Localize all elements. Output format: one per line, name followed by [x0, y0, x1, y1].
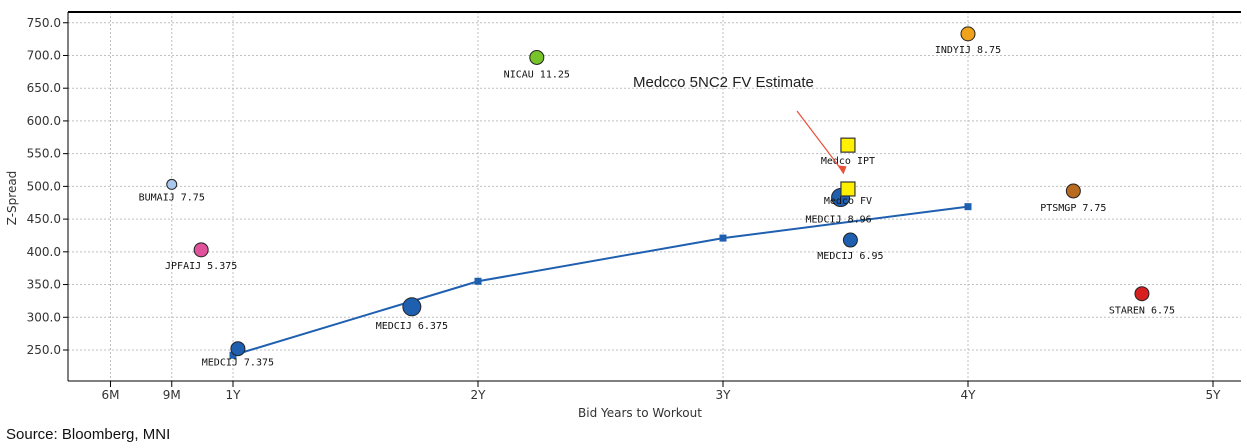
point-jpfaij-5-375 [193, 242, 209, 258]
point-medco-fv [840, 181, 856, 197]
y-tick-label: 250.0 [27, 343, 61, 357]
point-medcij-6-375 [402, 297, 422, 317]
curve-line [232, 205, 969, 357]
curve [229, 203, 972, 359]
point-nicau-11-25 [529, 49, 545, 65]
x-axis-label: Bid Years to Workout [578, 406, 702, 420]
point-label-staren-6-75: STAREN 6.75 [1109, 306, 1175, 317]
y-tick-label: 450.0 [27, 212, 61, 226]
y-tick-label: 750.0 [27, 16, 61, 30]
y-tick-label: 650.0 [27, 81, 61, 95]
annotation-arrow [796, 110, 844, 173]
curve-marker [229, 351, 237, 359]
y-tick-label: 550.0 [27, 147, 61, 161]
point-label-medcij-8-96: MEDCIJ 8.96 [805, 215, 871, 226]
y-axis-label: Z-Spread [5, 171, 19, 226]
x-tick-label: 3Y [716, 388, 732, 402]
x-tick-label: 1Y [226, 388, 242, 402]
point-medcij-7-375 [230, 341, 246, 357]
y-tick-label: 300.0 [27, 310, 61, 324]
y-tick-label: 500.0 [27, 179, 61, 193]
x-tick-label: 6M [102, 388, 120, 402]
point-bumaij-7-75 [166, 178, 178, 190]
point-indyij-8-75 [960, 26, 976, 42]
point-label-medcij-6-95: MEDCIJ 6.95 [817, 251, 883, 262]
point-label-medcij-6-375: MEDCIJ 6.375 [376, 321, 448, 332]
x-tick-label: 9M [163, 388, 181, 402]
point-label-nicau-11-25: NICAU 11.25 [504, 69, 570, 80]
annotation-text: Medcco 5NC2 FV Estimate [633, 74, 814, 91]
point-medco-ipt [840, 137, 856, 153]
axes: 250.0 300.0 350.0 400.0 450.0 500.0 550.0 600.0… [27, 11, 1241, 402]
point-label-medco-fv: Medco FV [824, 196, 872, 207]
point-label-bumaij-7-75: BUMAIJ 7.75 [139, 192, 205, 203]
y-tick-label: 700.0 [27, 48, 61, 62]
point-label-jpfaij-5-375: JPFAIJ 5.375 [165, 261, 237, 272]
point-label-medco-ipt: Medco IPT [821, 156, 875, 167]
y-tick-label: 350.0 [27, 278, 61, 292]
points: BUMAIJ 7.75 JPFAIJ 5.375 MEDCIJ 7.375 MEDCI… [139, 26, 1175, 369]
x-tick-label: 2Y [471, 388, 487, 402]
curve-marker [719, 234, 727, 242]
y-tick-label: 400.0 [27, 245, 61, 259]
grid [68, 12, 1241, 381]
point-medcij-6-95 [842, 232, 858, 248]
x-tick-label: 4Y [961, 388, 977, 402]
source-note: Source: Bloomberg, MNI [6, 426, 171, 443]
annotation-arrowhead [837, 165, 847, 175]
point-ptsmgp-7-75 [1065, 183, 1081, 199]
curve-marker [474, 277, 482, 285]
x-tick-label: 5Y [1206, 388, 1222, 402]
curve-marker [964, 203, 972, 211]
annotation-group: Medcco 5NC2 FV Estimate [633, 74, 847, 175]
point-staren-6-75 [1134, 286, 1150, 302]
point-label-indyij-8-75: INDYIJ 8.75 [935, 45, 1001, 56]
y-tick-label: 600.0 [27, 114, 61, 128]
point-label-medcij-7-375: MEDCIJ 7.375 [202, 358, 274, 369]
point-label-ptsmgp-7-75: PTSMGP 7.75 [1040, 203, 1106, 214]
